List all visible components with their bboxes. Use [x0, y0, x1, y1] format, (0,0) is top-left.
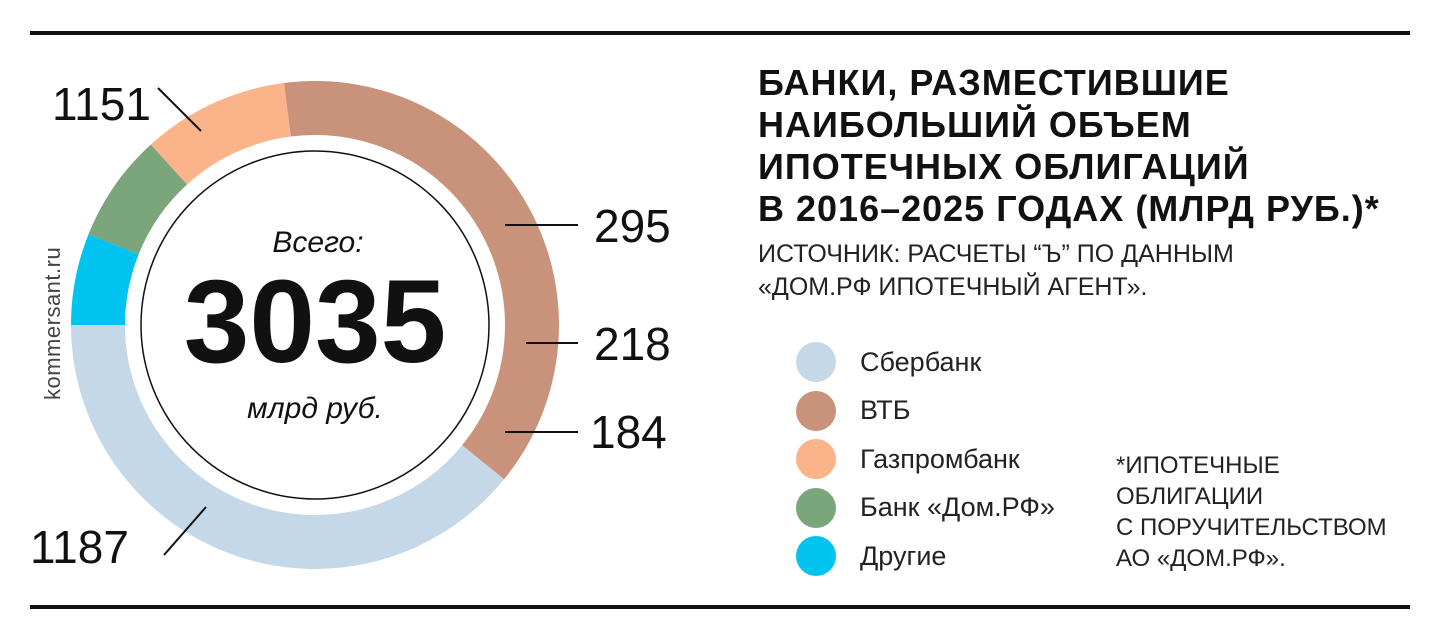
- legend-swatch: [796, 487, 836, 528]
- slice-сбербанк: [71, 325, 505, 569]
- slice-газпромбанк: [150, 82, 291, 185]
- slice-другие: [71, 234, 139, 325]
- legend-item-газпромбанк: Газпромбанк: [796, 435, 1055, 484]
- inner-circle: [140, 150, 490, 500]
- legend-swatch: [796, 342, 836, 383]
- legend-item-другие: Другие: [796, 532, 1055, 581]
- legend-item-сбербанк: Сбербанк: [796, 338, 1055, 387]
- legend-item-банк-дом-рф: Банк «Дом.РФ»: [796, 484, 1055, 533]
- site-credit: kommersant.ru: [40, 246, 65, 400]
- center-caption: Всего:: [272, 226, 363, 259]
- leader-line-втб: [157, 87, 202, 132]
- chart-title: БАНКИ, РАЗМЕСТИВШИЕ НАИБОЛЬШИЙ ОБЪЕМ ИПО…: [758, 62, 1380, 229]
- legend-label: Сбербанк: [860, 346, 982, 377]
- legend: Сбербанк ВТБ Газпромбанк Банк «Дом.РФ» Други…: [796, 338, 1055, 581]
- leader-line-сбербанк: [163, 506, 207, 556]
- legend-label: ВТБ: [860, 395, 911, 426]
- value-label-банк-дом-рф: 218: [594, 318, 671, 370]
- legend-swatch: [796, 439, 836, 480]
- legend-label: Другие: [860, 540, 947, 571]
- center-total: 3035: [184, 256, 447, 388]
- legend-swatch: [796, 390, 836, 431]
- footnote: *ИПОТЕЧНЫЕ ОБЛИГАЦИИ С ПОРУЧИТЕЛЬСТВОМ А…: [1116, 452, 1387, 572]
- value-label-газпромбанк: 295: [594, 200, 671, 252]
- legend-swatch: [796, 536, 836, 577]
- source-note: ИСТОЧНИК: РАСЧЕТЫ “Ъ” ПО ДАННЫМ «ДОМ.РФ …: [758, 240, 1234, 301]
- value-label-втб: 1151: [52, 78, 151, 130]
- legend-label: Газпромбанк: [860, 443, 1020, 474]
- top-rule: [30, 31, 1410, 35]
- slice-банк-дом-рф: [88, 144, 188, 255]
- donut-chart: 1187 1151 295 218 184 Всего: 3035 млрд руб.: [30, 78, 671, 573]
- value-label-сбербанк: 1187: [30, 521, 129, 573]
- legend-label: Банк «Дом.РФ»: [860, 492, 1055, 523]
- center-unit: млрд руб.: [247, 392, 383, 425]
- bottom-rule: [30, 605, 1410, 609]
- slice-втб: [283, 80, 559, 480]
- legend-item-втб: ВТБ: [796, 387, 1055, 436]
- value-label-другие: 184: [590, 406, 667, 458]
